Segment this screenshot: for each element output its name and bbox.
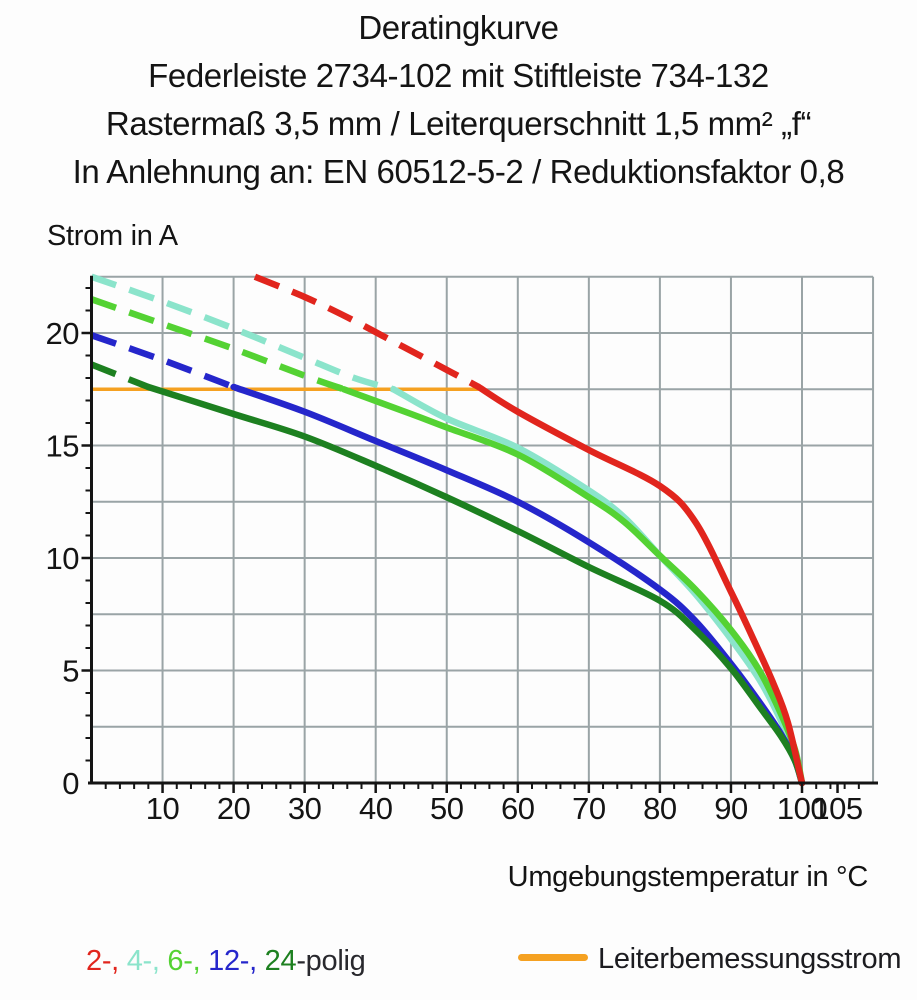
x-tick-label-50: 50: [430, 791, 464, 826]
legend-polig-suffix: -polig: [296, 945, 366, 977]
chart-subtitle-standard: In Anlehnung an: EN 60512-5-2 / Reduktio…: [72, 153, 845, 190]
x-tick-label-30: 30: [288, 791, 322, 826]
chart-subtitle-specs: Rastermaß 3,5 mm / Leiterquerschnitt 1,5…: [105, 105, 812, 142]
y-tick-labels: 0 5 10 15 20: [46, 316, 80, 801]
legend-6-polig: 6-,: [167, 945, 209, 977]
x-tick-label-105: 105: [812, 791, 862, 826]
legend-24-polig: 24: [264, 945, 297, 977]
series-24-polig: [90, 361, 806, 787]
x-tick-label-100: 100: [777, 791, 827, 826]
y-tick-label-20: 20: [46, 316, 80, 351]
axis-ticks: [81, 287, 860, 793]
legend-2-polig: 2-,: [86, 945, 127, 977]
y-tick-label-10: 10: [46, 541, 80, 576]
legend-12-polig: 12-,: [208, 945, 265, 977]
x-tick-label-80: 80: [643, 791, 677, 826]
x-tick-label-90: 90: [714, 791, 748, 826]
y-tick-label-5: 5: [62, 654, 79, 689]
y-tick-label-15: 15: [46, 429, 79, 464]
x-tick-label-40: 40: [359, 791, 393, 826]
legend-4-polig: 4-,: [126, 945, 168, 977]
chart-title: Deratingkurve: [358, 9, 559, 46]
chart-title-block: Deratingkurve Federleiste 2734-102 mit S…: [0, 4, 917, 196]
x-tick-label-20: 20: [217, 791, 251, 826]
x-axis-title: Umgebungstemperatur in °C: [507, 861, 869, 893]
y-tick-label-0: 0: [62, 766, 79, 801]
x-tick-label-70: 70: [572, 791, 606, 826]
x-tick-label-60: 60: [501, 791, 535, 826]
reference-line-swatch: [518, 954, 588, 961]
series-6-polig: [90, 296, 806, 787]
x-tick-label-10: 10: [146, 791, 180, 826]
series-2-polig: [253, 273, 806, 787]
reference-line-label: Leiterbemessungsstrom: [598, 943, 902, 975]
legend-pole-counts: 2-, 4-, 6-, 12-, 24-polig: [86, 945, 366, 978]
y-axis-title: Strom in A: [47, 220, 178, 252]
chart-subtitle-product: Federleiste 2734-102 mit Stiftleiste 734…: [148, 57, 769, 94]
